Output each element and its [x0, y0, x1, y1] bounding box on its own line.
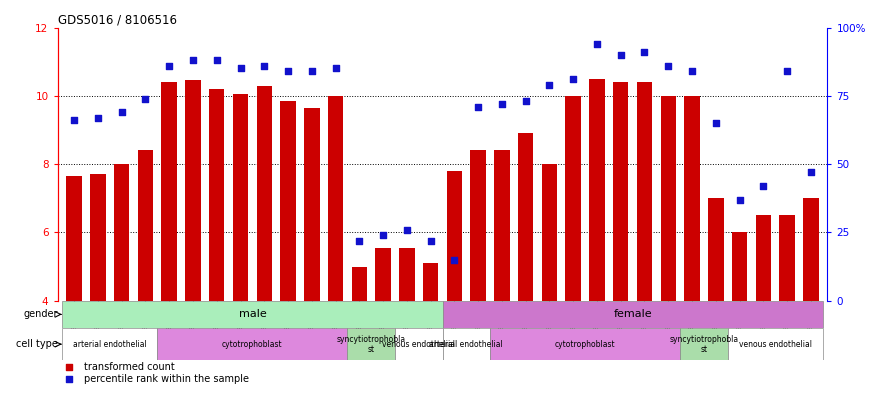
Bar	[732, 232, 747, 301]
Point	[352, 237, 366, 244]
Text: cytotrophoblast: cytotrophoblast	[222, 340, 282, 349]
Bar	[447, 171, 462, 301]
Text: syncytiotrophobla
st: syncytiotrophobla st	[336, 335, 405, 354]
Bar	[90, 174, 105, 301]
Bar	[589, 79, 604, 301]
Point	[613, 52, 627, 58]
Bar	[423, 263, 438, 301]
Point	[424, 237, 438, 244]
Text: female: female	[613, 309, 652, 320]
Point	[281, 68, 295, 74]
Point	[543, 82, 557, 88]
Bar	[756, 215, 771, 301]
Bar	[161, 82, 177, 301]
Point	[471, 104, 485, 110]
Bar	[375, 248, 391, 301]
Bar	[442, 328, 490, 360]
Point	[780, 68, 794, 74]
Point	[62, 364, 76, 370]
Text: arterial endothelial: arterial endothelial	[429, 340, 504, 349]
Point	[566, 76, 581, 83]
Point	[304, 68, 319, 74]
Point	[210, 57, 224, 63]
Bar	[566, 96, 581, 301]
Text: male: male	[239, 309, 266, 320]
Point	[162, 62, 176, 69]
Text: syncytiotrophobla
st: syncytiotrophobla st	[669, 335, 738, 354]
Point	[258, 62, 272, 69]
Bar	[281, 101, 296, 301]
Point	[590, 41, 604, 47]
Point	[234, 65, 248, 72]
Text: percentile rank within the sample: percentile rank within the sample	[84, 374, 250, 384]
Point	[709, 120, 723, 126]
Text: transformed count: transformed count	[84, 362, 175, 371]
Point	[733, 196, 747, 203]
Point	[661, 62, 675, 69]
Bar	[684, 96, 700, 301]
Bar	[442, 301, 823, 328]
Text: arterial endothelial: arterial endothelial	[73, 340, 147, 349]
Bar	[518, 133, 534, 301]
Text: cell type: cell type	[16, 339, 58, 349]
Point	[637, 49, 651, 55]
Text: venous endothelial: venous endothelial	[382, 340, 455, 349]
Bar	[209, 89, 225, 301]
Point	[757, 183, 771, 189]
Point	[186, 57, 200, 63]
Bar	[490, 328, 681, 360]
Bar	[62, 301, 442, 328]
Bar	[542, 164, 558, 301]
Bar	[637, 82, 652, 301]
Bar	[158, 328, 348, 360]
Point	[519, 98, 533, 105]
Bar	[395, 328, 442, 360]
Bar	[681, 328, 727, 360]
Bar	[257, 86, 272, 301]
Bar	[780, 215, 795, 301]
Bar	[114, 164, 129, 301]
Point	[62, 376, 76, 382]
Text: venous endothelial: venous endothelial	[739, 340, 812, 349]
Bar	[803, 198, 819, 301]
Bar	[471, 151, 486, 301]
Bar	[708, 198, 724, 301]
Point	[804, 169, 818, 175]
Point	[447, 257, 461, 263]
Bar	[233, 94, 248, 301]
Point	[138, 95, 152, 102]
Bar	[62, 328, 158, 360]
Bar	[660, 96, 676, 301]
Bar	[613, 82, 628, 301]
Bar	[727, 328, 823, 360]
Bar	[351, 266, 367, 301]
Point	[400, 226, 414, 233]
Point	[376, 232, 390, 238]
Text: cytotrophoblast: cytotrophoblast	[555, 340, 615, 349]
Point	[685, 68, 699, 74]
Bar	[304, 108, 319, 301]
Text: GDS5016 / 8106516: GDS5016 / 8106516	[58, 13, 176, 26]
Text: gender: gender	[24, 309, 58, 320]
Bar	[185, 81, 201, 301]
Point	[495, 101, 509, 107]
Point	[115, 109, 129, 115]
Bar	[138, 151, 153, 301]
Bar	[494, 151, 510, 301]
Point	[67, 117, 81, 123]
Bar	[66, 176, 82, 301]
Point	[328, 65, 342, 72]
Point	[91, 114, 105, 121]
Bar	[348, 328, 395, 360]
Bar	[399, 248, 414, 301]
Bar	[327, 96, 343, 301]
